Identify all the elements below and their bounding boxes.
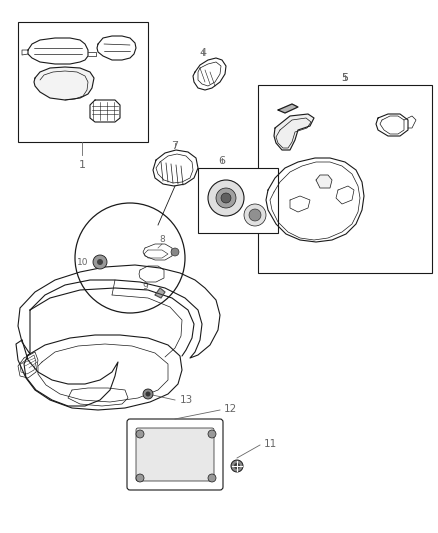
Polygon shape — [278, 104, 298, 113]
Circle shape — [208, 430, 216, 438]
Circle shape — [145, 392, 151, 397]
Polygon shape — [155, 288, 165, 298]
FancyBboxPatch shape — [127, 419, 223, 490]
Circle shape — [208, 180, 244, 216]
Bar — [258, 85, 432, 273]
Text: 6: 6 — [219, 156, 226, 166]
Polygon shape — [34, 67, 94, 100]
Circle shape — [143, 389, 153, 399]
FancyBboxPatch shape — [136, 428, 214, 481]
Circle shape — [244, 204, 266, 226]
Circle shape — [171, 248, 179, 256]
Circle shape — [93, 255, 107, 269]
Circle shape — [208, 474, 216, 482]
Circle shape — [136, 474, 144, 482]
Text: 10: 10 — [77, 258, 88, 267]
Circle shape — [234, 463, 240, 469]
Circle shape — [216, 188, 236, 208]
Text: 5: 5 — [342, 73, 349, 83]
Text: 11: 11 — [264, 439, 277, 449]
Text: 4: 4 — [199, 48, 207, 58]
Text: 8: 8 — [159, 235, 165, 244]
Text: 5: 5 — [342, 73, 349, 83]
Polygon shape — [274, 114, 314, 150]
Text: 7: 7 — [171, 141, 179, 151]
Bar — [18, 22, 148, 142]
Text: 12: 12 — [224, 404, 237, 414]
Circle shape — [97, 259, 103, 265]
Text: 9: 9 — [142, 282, 148, 291]
Circle shape — [136, 430, 144, 438]
Text: 13: 13 — [180, 395, 193, 405]
Bar — [198, 168, 278, 233]
Circle shape — [231, 460, 243, 472]
Circle shape — [221, 193, 231, 203]
Text: 1: 1 — [78, 160, 85, 170]
Circle shape — [249, 209, 261, 221]
Polygon shape — [316, 175, 332, 188]
